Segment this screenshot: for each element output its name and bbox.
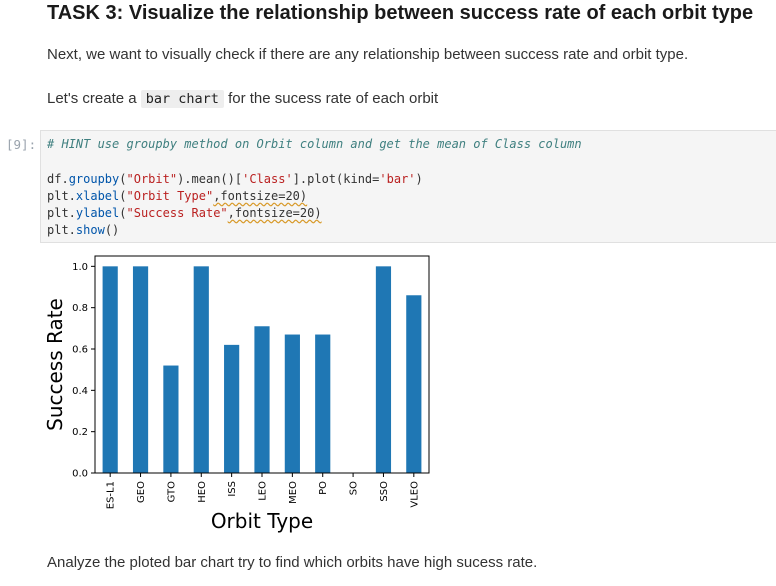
- code-line-show: plt.show(): [47, 223, 120, 237]
- create-prefix: Let's create a: [47, 90, 141, 107]
- x-tick-label: PO: [318, 481, 329, 495]
- x-tick-label: SO: [349, 481, 360, 495]
- x-tick-label: ISS: [227, 481, 238, 497]
- bar-po: [315, 334, 331, 473]
- cell-output-chart: 0.0 0.2 0.4 0.6 0.8 1.0 ES-L1 GEO GTO HEO ISS LEO ME…: [40, 250, 440, 540]
- cell-prompt: [9]:: [6, 137, 37, 152]
- create-paragraph: Let's create a bar chart for the sucess …: [47, 90, 439, 108]
- intro-paragraph: Next, we want to visually check if there…: [47, 46, 689, 63]
- code-comment: # HINT use groupby method on Orbit colum…: [47, 137, 582, 151]
- bar-meo: [284, 334, 300, 473]
- x-tick-label: VLEO: [409, 481, 420, 508]
- y-tick-label: 0.4: [72, 386, 88, 397]
- y-tick-label: 1.0: [72, 262, 88, 273]
- code-line-xlabel: plt.xlabel("Orbit Type",fontsize=20): [47, 189, 308, 203]
- x-axis-label: Orbit Type: [211, 509, 313, 533]
- bar-sso: [375, 266, 392, 473]
- inline-code-bar-chart: bar chart: [140, 90, 224, 108]
- task-heading: TASK 3: Visualize the relationship betwe…: [47, 2, 754, 24]
- x-tick-label: HEO: [197, 481, 208, 503]
- bar-leo: [254, 326, 270, 473]
- y-tick-label: 0.0: [72, 469, 88, 480]
- x-tick-label: MEO: [288, 481, 299, 504]
- code-cell[interactable]: # HINT use groupby method on Orbit colum…: [40, 130, 776, 243]
- analyze-paragraph: Analyze the ploted bar chart try to find…: [47, 554, 538, 571]
- x-tick-label: SSO: [379, 481, 390, 502]
- code-line-ylabel: plt.ylabel("Success Rate",fontsize=20): [47, 206, 322, 220]
- x-tick-label: GEO: [136, 481, 147, 503]
- bar-geo: [132, 266, 149, 473]
- y-axis-label: Success Rate: [43, 298, 67, 431]
- y-tick-label: 0.8: [72, 303, 88, 314]
- x-tick-label: GTO: [166, 481, 177, 503]
- x-tick-label: ES-L1: [106, 481, 117, 509]
- y-tick-label: 0.2: [72, 427, 88, 438]
- bar-heo: [193, 266, 209, 473]
- create-suffix: for the sucess rate of each orbit: [223, 90, 439, 107]
- code-line-groupby: df.groupby("Orbit").mean()['Class'].plot…: [47, 172, 423, 186]
- bar-es-l1: [102, 266, 118, 473]
- bar-iss: [224, 344, 240, 473]
- x-tick-label: LEO: [258, 481, 269, 501]
- y-tick-label: 0.6: [72, 345, 88, 356]
- bar-gto: [163, 365, 179, 473]
- bar-vleo: [406, 295, 422, 473]
- success-rate-bar-chart: 0.0 0.2 0.4 0.6 0.8 1.0 ES-L1 GEO GTO HEO ISS LEO ME…: [43, 255, 430, 533]
